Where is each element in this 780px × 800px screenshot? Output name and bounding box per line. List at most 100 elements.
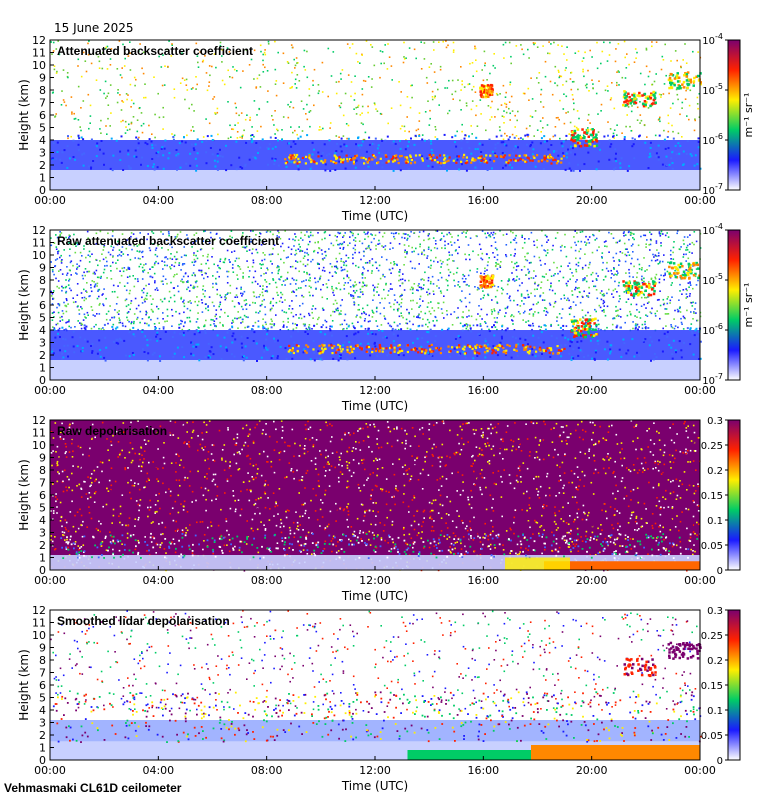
panel-4: Smoothed lidar depolarisation01234567891… bbox=[17, 604, 741, 793]
colorbar-label: m⁻¹ sr⁻¹ bbox=[742, 283, 755, 328]
panel-2: Raw attenuated backscatter coefficient01… bbox=[17, 222, 755, 413]
y-tick-label: 9 bbox=[39, 262, 46, 275]
x-tick-label: 00:00 bbox=[684, 574, 716, 587]
colorbar-tick-label: 10-4 bbox=[702, 32, 723, 47]
y-tick-label: 8 bbox=[39, 274, 46, 287]
y-tick-label: 12 bbox=[32, 224, 46, 237]
colorbar-tick-label: 10-5 bbox=[702, 82, 723, 97]
y-axis-label: Height (km) bbox=[17, 269, 31, 340]
y-axis-label: Height (km) bbox=[17, 79, 31, 150]
x-tick-label: 20:00 bbox=[576, 194, 608, 207]
y-tick-label: 11 bbox=[32, 237, 46, 250]
x-tick-label: 12:00 bbox=[359, 574, 391, 587]
colorbar-label: m⁻¹ sr⁻¹ bbox=[742, 93, 755, 138]
y-tick-label: 6 bbox=[39, 489, 46, 502]
x-tick-label: 00:00 bbox=[684, 194, 716, 207]
x-tick-label: 00:00 bbox=[684, 764, 716, 777]
y-tick-label: 10 bbox=[32, 249, 46, 262]
colorbar-tick-label: 0.25 bbox=[701, 631, 723, 642]
x-tick-label: 12:00 bbox=[359, 194, 391, 207]
x-tick-label: 00:00 bbox=[34, 194, 66, 207]
panel-title: Raw attenuated backscatter coefficient bbox=[57, 234, 279, 248]
y-tick-label: 6 bbox=[39, 679, 46, 692]
y-tick-label: 2 bbox=[39, 729, 46, 742]
y-tick-label: 4 bbox=[39, 514, 46, 527]
colorbar-tick-label: 10-4 bbox=[702, 222, 723, 237]
y-tick-label: 11 bbox=[32, 617, 46, 630]
y-tick-label: 9 bbox=[39, 642, 46, 655]
y-tick-label: 5 bbox=[39, 312, 46, 325]
colorbar-tick-label: 0.1 bbox=[707, 516, 723, 527]
y-tick-label: 11 bbox=[32, 427, 46, 440]
y-tick-label: 3 bbox=[39, 717, 46, 730]
heatmap-cells bbox=[50, 420, 702, 572]
plot-area bbox=[50, 420, 700, 570]
x-tick-label: 04:00 bbox=[142, 384, 174, 397]
y-tick-label: 7 bbox=[39, 477, 46, 490]
y-tick-label: 1 bbox=[39, 362, 46, 375]
x-axis-label: Time (UTC) bbox=[341, 209, 408, 223]
x-tick-label: 00:00 bbox=[34, 574, 66, 587]
x-tick-label: 08:00 bbox=[251, 384, 283, 397]
x-tick-label: 12:00 bbox=[359, 384, 391, 397]
y-tick-label: 7 bbox=[39, 667, 46, 680]
x-tick-label: 16:00 bbox=[467, 764, 499, 777]
x-tick-label: 20:00 bbox=[576, 384, 608, 397]
panel-1: Attenuated backscatter coefficient012345… bbox=[17, 32, 755, 223]
y-tick-label: 6 bbox=[39, 299, 46, 312]
x-tick-label: 00:00 bbox=[684, 384, 716, 397]
y-axis-label: Height (km) bbox=[17, 649, 31, 720]
y-tick-label: 6 bbox=[39, 109, 46, 122]
y-tick-label: 3 bbox=[39, 337, 46, 350]
y-axis-label: Height (km) bbox=[17, 459, 31, 530]
y-tick-label: 4 bbox=[39, 324, 46, 337]
heatmap-cells bbox=[50, 610, 702, 760]
y-tick-label: 1 bbox=[39, 742, 46, 755]
colorbar-tick-label: 10-7 bbox=[702, 372, 723, 387]
y-tick-label: 5 bbox=[39, 692, 46, 705]
date-label: 15 June 2025 bbox=[54, 21, 134, 35]
x-tick-label: 00:00 bbox=[34, 764, 66, 777]
y-tick-label: 4 bbox=[39, 134, 46, 147]
x-axis-label: Time (UTC) bbox=[341, 779, 408, 793]
y-tick-label: 10 bbox=[32, 629, 46, 642]
x-tick-label: 20:00 bbox=[576, 574, 608, 587]
x-axis-label: Time (UTC) bbox=[341, 399, 408, 413]
x-tick-label: 08:00 bbox=[251, 764, 283, 777]
colorbar-tick-label: 0.15 bbox=[701, 681, 723, 692]
y-tick-label: 12 bbox=[32, 414, 46, 427]
colorbar-tick-label: 0.1 bbox=[707, 706, 723, 717]
y-tick-label: 0 bbox=[39, 184, 46, 197]
x-tick-label: 20:00 bbox=[576, 764, 608, 777]
colorbar-tick-label: 10-6 bbox=[702, 132, 723, 147]
x-tick-label: 16:00 bbox=[467, 574, 499, 587]
colorbar-tick-label: 10-5 bbox=[702, 272, 723, 287]
x-tick-label: 00:00 bbox=[34, 384, 66, 397]
colorbar bbox=[727, 609, 741, 761]
colorbar-tick-label: 10-7 bbox=[702, 182, 723, 197]
colorbar-tick-label: 0.3 bbox=[707, 606, 723, 617]
x-tick-label: 12:00 bbox=[359, 764, 391, 777]
y-tick-label: 3 bbox=[39, 147, 46, 160]
y-tick-label: 2 bbox=[39, 349, 46, 362]
y-tick-label: 5 bbox=[39, 502, 46, 515]
y-tick-label: 0 bbox=[39, 564, 46, 577]
x-tick-label: 08:00 bbox=[251, 574, 283, 587]
y-tick-label: 12 bbox=[32, 604, 46, 617]
colorbar-tick-label: 0.2 bbox=[707, 466, 723, 477]
colorbar-tick-label: 0.05 bbox=[701, 731, 723, 742]
y-tick-label: 2 bbox=[39, 159, 46, 172]
colorbar bbox=[727, 229, 741, 381]
y-tick-label: 11 bbox=[32, 47, 46, 60]
heatmap-cells bbox=[50, 230, 702, 380]
y-tick-label: 10 bbox=[32, 439, 46, 452]
y-tick-label: 7 bbox=[39, 97, 46, 110]
y-tick-label: 5 bbox=[39, 122, 46, 135]
y-tick-label: 3 bbox=[39, 527, 46, 540]
x-tick-label: 04:00 bbox=[142, 194, 174, 207]
panel-title: Smoothed lidar depolarisation bbox=[57, 614, 230, 628]
y-tick-label: 1 bbox=[39, 552, 46, 565]
y-tick-label: 1 bbox=[39, 172, 46, 185]
y-tick-label: 9 bbox=[39, 72, 46, 85]
